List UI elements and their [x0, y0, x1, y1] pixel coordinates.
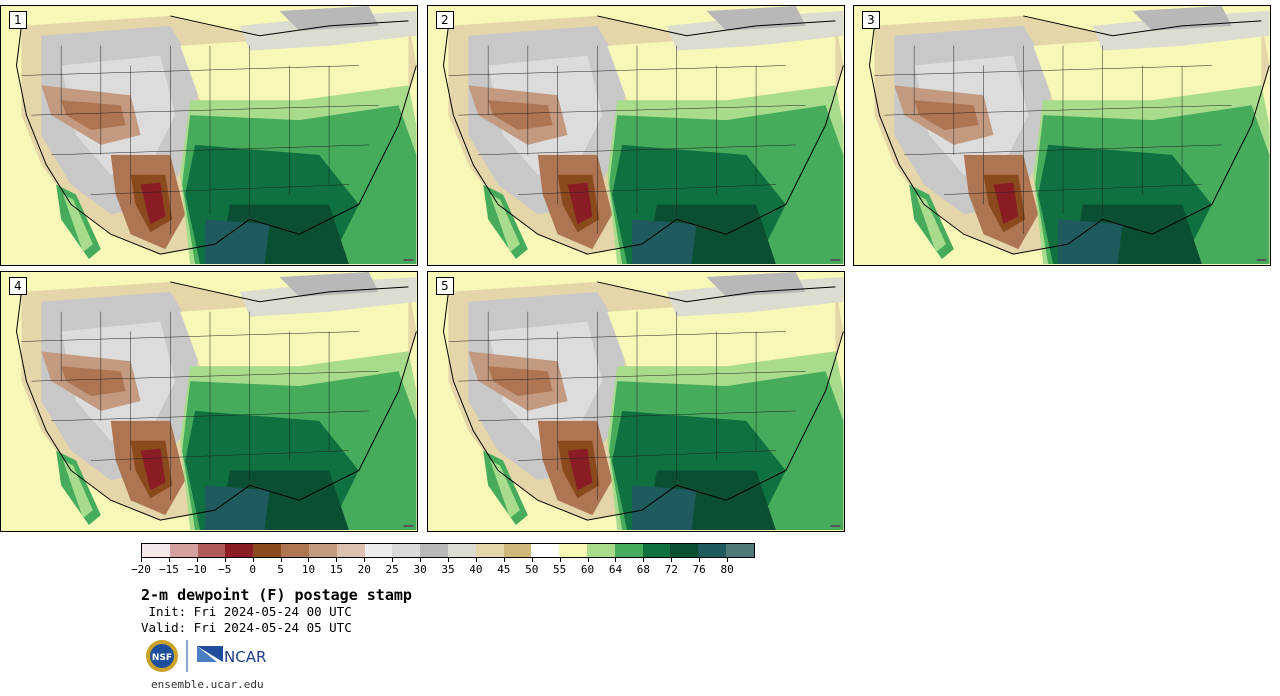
colorbar-tick: [364, 558, 366, 562]
colorbar-tick-label: 68: [636, 563, 650, 576]
colorbar-tick: [196, 558, 198, 562]
colorbar-tick: [531, 558, 533, 562]
colorbar-segment: [336, 544, 365, 557]
colorbar-tick-label: −15: [158, 563, 179, 576]
colorbar-tick: [503, 558, 505, 562]
member-label-5: 5: [436, 277, 454, 295]
website-link[interactable]: ensemble.ucar.edu: [151, 678, 264, 691]
colorbar-segment: [392, 544, 421, 557]
colorbar-tick: [671, 558, 673, 562]
figure-title: 2-m dewpoint (F) postage stamp: [141, 586, 412, 604]
member-label-1: 1: [9, 11, 27, 29]
nsf-logo-text: NSF: [152, 653, 172, 663]
member-label-4: 4: [9, 277, 27, 295]
colorbar-segment: [587, 544, 615, 557]
colorbar-segment: [670, 544, 699, 557]
colorbar-tick: [643, 558, 645, 562]
colorbar-segment: [559, 544, 587, 557]
colorbar-segment: [364, 544, 393, 557]
colorbar-segment: [197, 544, 226, 557]
colorbar-tick-label: 55: [553, 563, 567, 576]
member-map-2: 2: [427, 5, 845, 266]
colorbar-tick-label: 76: [692, 563, 706, 576]
colorbar-tick-label: −5: [218, 563, 232, 576]
colorbar-segment: [503, 544, 532, 557]
colorbar-segment: [281, 544, 309, 557]
colorbar-tick-label: 45: [497, 563, 511, 576]
member-label-3: 3: [862, 11, 880, 29]
member-map-4: 4: [0, 271, 418, 532]
colorbar-tick: [168, 558, 170, 562]
dewpoint-map: [428, 272, 844, 530]
colorbar-segment: [225, 544, 254, 557]
colorbar-segment: [142, 544, 170, 557]
colorbar-tick-label: 40: [469, 563, 483, 576]
dewpoint-map: [428, 6, 844, 264]
colorbar-segment: [614, 544, 643, 557]
colorbar-tick: [420, 558, 422, 562]
colorbar-tick-label: 25: [385, 563, 399, 576]
nsf-logo: NSF: [146, 640, 178, 672]
colorbar-segment: [475, 544, 504, 557]
colorbar-segment: [253, 544, 282, 557]
colorbar-tick-label: 50: [525, 563, 539, 576]
ncar-logo-text: NCAR: [224, 648, 266, 666]
colorbar-tick: [224, 558, 226, 562]
dewpoint-colorbar: [141, 543, 755, 558]
colorbar-tick: [252, 558, 254, 562]
dewpoint-map: [1, 272, 417, 530]
colorbar-tick-label: 35: [441, 563, 455, 576]
member-map-5: 5: [427, 271, 845, 532]
colorbar-segment: [447, 544, 476, 557]
colorbar-segment: [531, 544, 560, 557]
colorbar-tick: [615, 558, 617, 562]
init-time: Init: Fri 2024-05-24 00 UTC: [141, 604, 352, 619]
colorbar-tick-label: 0: [249, 563, 256, 576]
dewpoint-map: [854, 6, 1270, 264]
colorbar-tick-label: −10: [186, 563, 207, 576]
ncar-logo: NCAR: [197, 646, 266, 666]
colorbar-tick-label: 80: [720, 563, 734, 576]
colorbar-tick-label: 15: [329, 563, 343, 576]
colorbar-tick-label: 30: [413, 563, 427, 576]
colorbar-tick: [308, 558, 310, 562]
dewpoint-map: [1, 6, 417, 264]
colorbar-tick: [475, 558, 477, 562]
colorbar-tick: [336, 558, 338, 562]
member-map-3: 3: [853, 5, 1271, 266]
valid-time: Valid: Fri 2024-05-24 05 UTC: [141, 620, 352, 635]
colorbar-tick-label: 20: [357, 563, 371, 576]
colorbar-tick: [141, 558, 142, 562]
colorbar-segment: [642, 544, 671, 557]
colorbar-tick: [587, 558, 589, 562]
colorbar-tick-label: 60: [580, 563, 595, 576]
colorbar-tick: [727, 558, 729, 562]
member-map-1: 1: [0, 5, 418, 266]
colorbar-tick-label: 64: [608, 563, 623, 576]
logos: NSF NCAR: [145, 638, 285, 674]
colorbar-segment: [169, 544, 198, 557]
colorbar-tick: [699, 558, 701, 562]
colorbar-tick-label: 10: [301, 563, 316, 576]
colorbar-segment: [420, 544, 448, 557]
colorbar-ticks: −20 −15 −10 −5 0 5 10 15 20 25 30 35 40 45 50 55 60 64 68 7…: [131, 558, 755, 578]
colorbar-segment: [726, 544, 754, 557]
colorbar-tick: [280, 558, 282, 562]
colorbar-tick: [392, 558, 394, 562]
colorbar-segment: [698, 544, 727, 557]
colorbar-segment: [308, 544, 337, 557]
colorbar-tick: [559, 558, 561, 562]
colorbar-tick-label: −20: [131, 563, 151, 576]
colorbar-tick-label: 5: [277, 563, 284, 576]
colorbar-tick: [448, 558, 449, 562]
member-label-2: 2: [436, 11, 454, 29]
colorbar-tick-label: 72: [664, 563, 678, 576]
